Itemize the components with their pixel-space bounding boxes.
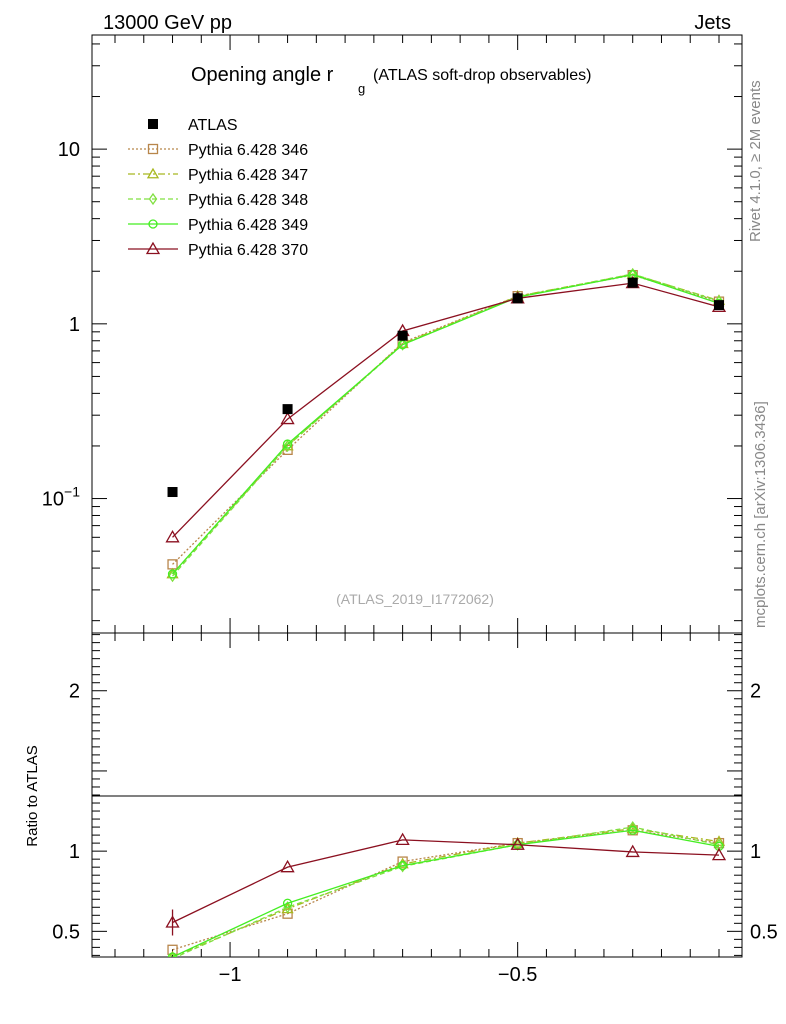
atlas-data-point [627, 277, 638, 288]
x-axis: −1 −0.5 [114, 35, 720, 986]
mc-point [398, 338, 407, 351]
ratio-point [280, 859, 295, 873]
ratio-y-tick-label-right: 1 [750, 841, 761, 863]
x-tick-label: −0.5 [498, 964, 537, 986]
mc-series-line [172, 273, 720, 577]
ratio-point [282, 898, 293, 908]
ratio-y-axis-label: Ratio to ATLAS [24, 745, 41, 846]
tick-label-exponent: −1 [64, 484, 80, 500]
ratio-point [712, 835, 726, 846]
legend-marker-atlas [148, 119, 158, 129]
legend-label: Pythia 6.428 346 [188, 142, 308, 159]
mc-point [168, 569, 177, 583]
ratio-y-axis: 2 2 1 1 0.5 0.5 [52, 634, 778, 956]
tick-label-base: 1 [69, 314, 80, 336]
ratio-point [628, 820, 638, 834]
ratio-y-tick-label-right: 0.5 [750, 921, 778, 943]
ratio-series-line [172, 839, 720, 924]
legend: ATLAS Pythia 6.428 346 Pythia 6.428 347 Pyt… [128, 117, 308, 259]
ratio-point [397, 860, 408, 871]
tick-label-base: 10 [42, 489, 64, 511]
atlas-data-point [282, 404, 293, 415]
rivet-version-label: Rivet 4.1.0, ≥ 2M events [747, 80, 764, 242]
ratio-point [396, 857, 409, 869]
chart-title-extra: (ATLAS soft-drop observables) [373, 67, 591, 84]
mc-series-line [172, 274, 720, 565]
main-y-tick-label: 10 [58, 139, 80, 161]
mc-point [165, 529, 180, 543]
legend-label: ATLAS [188, 117, 238, 134]
ratio-point [628, 825, 638, 835]
legend-label: Pythia 6.428 347 [188, 167, 308, 184]
atlas-data-point [397, 330, 408, 341]
x-tick-label: −1 [219, 964, 242, 986]
atlas-data-point [713, 300, 724, 311]
header-energy-label: 13000 GeV pp [103, 12, 232, 34]
ratio-point [167, 952, 178, 957]
legend-label: Pythia 6.428 370 [188, 242, 308, 259]
analysis-watermark: (ATLAS_2019_I1772062) [336, 591, 494, 607]
ratio-panel-frame [91, 632, 743, 958]
ratio-series-line [174, 826, 720, 957]
tick-label-base: 10 [58, 139, 80, 161]
mc-series-line [172, 282, 720, 538]
mc-series-line [172, 274, 720, 575]
legend-marker [145, 241, 161, 255]
ratio-point [711, 847, 727, 861]
mc-point [283, 439, 292, 453]
ratio-point [283, 901, 292, 914]
ratio-y-tick-label: 1 [69, 841, 80, 863]
mcplots-source-label: mcplots.cern.ch [arXiv:1306.3436] [752, 401, 769, 628]
ratio-y-tick-label: 2 [69, 681, 80, 703]
legend-marker [148, 219, 158, 229]
ratio-series-layer [165, 820, 727, 957]
main-y-tick-label: 10−1 [42, 484, 80, 511]
header-process-label: Jets [694, 12, 731, 34]
ratio-point [510, 837, 525, 850]
mc-point [167, 569, 178, 579]
ratio-point [395, 832, 410, 846]
ratio-series-line [172, 829, 720, 951]
atlas-data-layer [167, 277, 724, 498]
ratio-point [625, 844, 640, 858]
chart-title: Opening angle r [191, 64, 334, 86]
ratio-point [169, 952, 176, 957]
chart-title-subscript: g [358, 81, 365, 96]
ratio-y-tick-label: 0.5 [52, 921, 80, 943]
main-series-layer [165, 267, 727, 583]
atlas-data-point [167, 487, 178, 498]
legend-marker [147, 143, 159, 155]
ratio-series-line [172, 828, 720, 957]
mc-point [282, 439, 293, 449]
legend-label: Pythia 6.428 349 [188, 217, 308, 234]
legend-marker [148, 192, 158, 206]
atlas-data-point [512, 293, 523, 304]
ratio-series-line [172, 829, 720, 957]
legend-label: Pythia 6.428 348 [188, 192, 308, 209]
legend-marker [146, 167, 160, 179]
mc-point [280, 411, 295, 425]
main-y-tick-label: 1 [69, 314, 80, 336]
ratio-y-tick-label-right: 2 [750, 681, 761, 703]
